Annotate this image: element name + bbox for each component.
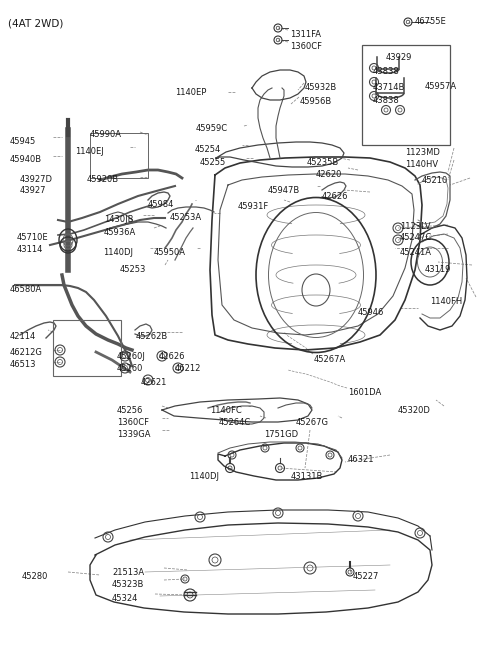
Text: 42114: 42114 — [10, 332, 36, 341]
Text: 45267A: 45267A — [314, 355, 346, 364]
Text: 21513A: 21513A — [112, 568, 144, 577]
Text: 1751GD: 1751GD — [264, 430, 298, 439]
Text: 46212G: 46212G — [10, 348, 43, 357]
Text: (4AT 2WD): (4AT 2WD) — [8, 18, 63, 28]
Text: 45990A: 45990A — [90, 130, 122, 139]
Text: 1140FH: 1140FH — [430, 297, 462, 306]
Text: 46321: 46321 — [348, 455, 374, 464]
Text: 45280: 45280 — [22, 572, 48, 581]
Text: 45324: 45324 — [112, 594, 138, 603]
Text: 1360CF: 1360CF — [117, 418, 149, 427]
Text: 45940B: 45940B — [10, 155, 42, 164]
Text: 1140EJ: 1140EJ — [75, 147, 104, 156]
Text: 45253A: 45253A — [170, 213, 202, 222]
Text: 45936A: 45936A — [104, 228, 136, 237]
Text: 45247C: 45247C — [400, 233, 432, 242]
Text: 42626: 42626 — [322, 192, 348, 201]
Text: 45710E: 45710E — [17, 233, 48, 242]
Text: 43927D: 43927D — [20, 175, 53, 184]
Text: 45235B: 45235B — [307, 158, 339, 167]
Text: 45957A: 45957A — [425, 82, 457, 91]
Text: 46513: 46513 — [10, 360, 36, 369]
Text: 1140DJ: 1140DJ — [103, 248, 133, 257]
Text: 43838: 43838 — [373, 96, 400, 105]
Bar — [90, 133, 148, 178]
Text: 45256: 45256 — [117, 406, 144, 415]
Text: 43119: 43119 — [425, 265, 451, 274]
Text: 1123MD: 1123MD — [405, 148, 440, 157]
Text: 43929: 43929 — [386, 53, 412, 62]
Text: 45956B: 45956B — [300, 97, 332, 106]
Text: 45984: 45984 — [148, 200, 174, 209]
Text: 45264C: 45264C — [219, 418, 251, 427]
Text: 45262B: 45262B — [136, 332, 168, 341]
Text: 45260J: 45260J — [117, 352, 146, 361]
Text: 43927: 43927 — [20, 186, 47, 195]
Text: 45255: 45255 — [200, 158, 226, 167]
Text: 1140EP: 1140EP — [175, 88, 206, 97]
Text: 1339GA: 1339GA — [117, 430, 151, 439]
Text: 43131B: 43131B — [291, 472, 324, 481]
Text: 46212: 46212 — [175, 364, 202, 373]
Text: 42626: 42626 — [159, 352, 185, 361]
Text: 46755E: 46755E — [415, 17, 447, 26]
Text: 1140DJ: 1140DJ — [189, 472, 219, 481]
Text: 45950A: 45950A — [154, 248, 186, 257]
Text: 45945: 45945 — [10, 137, 36, 146]
Text: 45323B: 45323B — [112, 580, 144, 589]
Text: 45267G: 45267G — [296, 418, 329, 427]
Text: 45920B: 45920B — [87, 175, 119, 184]
Text: 45932B: 45932B — [305, 83, 337, 92]
Text: 45946: 45946 — [358, 308, 384, 317]
Text: 42620: 42620 — [316, 170, 342, 179]
Text: 1430JB: 1430JB — [104, 215, 133, 224]
Text: 45241A: 45241A — [400, 248, 432, 257]
Text: 1601DA: 1601DA — [348, 388, 381, 397]
Text: 45931F: 45931F — [238, 202, 269, 211]
Text: 43838: 43838 — [373, 67, 400, 76]
Text: 1123LV: 1123LV — [400, 222, 431, 231]
Text: 1360CF: 1360CF — [290, 42, 322, 51]
Text: 45947B: 45947B — [268, 186, 300, 195]
Text: 45253: 45253 — [120, 265, 146, 274]
Text: 45254: 45254 — [195, 145, 221, 154]
Text: 45260: 45260 — [117, 364, 144, 373]
Text: 45320D: 45320D — [398, 406, 431, 415]
Text: 45227: 45227 — [353, 572, 379, 581]
Bar — [362, 45, 450, 145]
Text: 46580A: 46580A — [10, 285, 42, 294]
Text: 45210: 45210 — [422, 176, 448, 185]
Text: 45959C: 45959C — [196, 124, 228, 133]
Text: 43714B: 43714B — [373, 83, 406, 92]
Bar — [53, 320, 121, 376]
Text: 1311FA: 1311FA — [290, 30, 321, 39]
Text: 1140HV: 1140HV — [405, 160, 438, 169]
Text: 43114: 43114 — [17, 245, 43, 254]
Text: 42621: 42621 — [141, 378, 168, 387]
Text: 1140FC: 1140FC — [210, 406, 242, 415]
